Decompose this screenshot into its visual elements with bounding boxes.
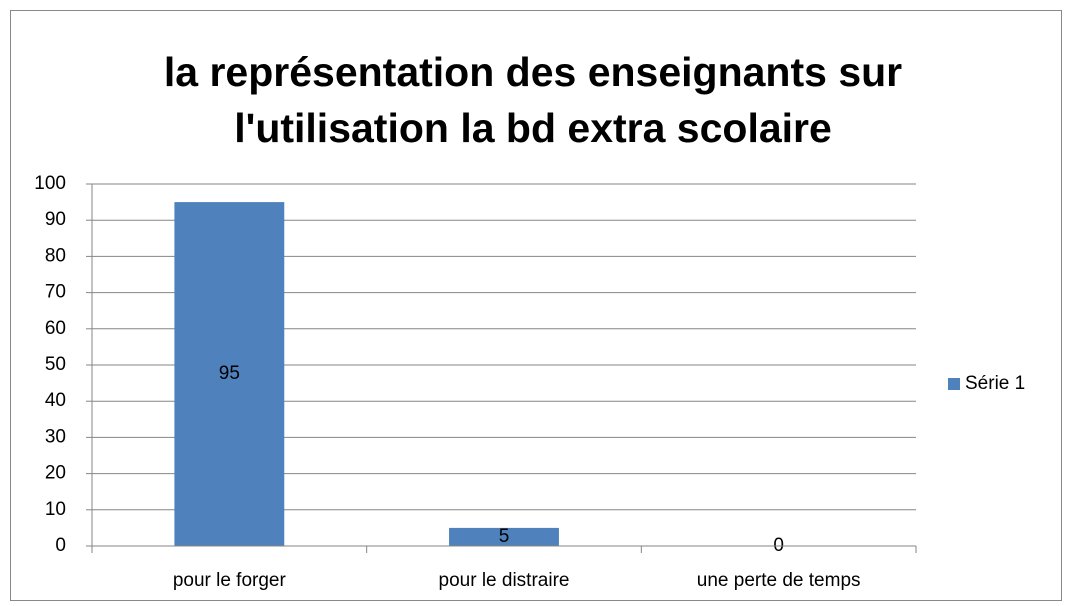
y-tick-label: 90	[45, 209, 66, 230]
data-label: 5	[499, 526, 510, 547]
chart-border	[10, 10, 1062, 601]
chart-title: la représentation des enseignants sur	[164, 49, 902, 95]
x-tick-label: pour le distraire	[439, 570, 570, 591]
bar	[174, 202, 285, 546]
y-tick-label: 50	[45, 354, 66, 375]
y-tick-label: 0	[55, 535, 66, 556]
y-tick-label: 60	[45, 318, 66, 339]
y-tick-label: 80	[45, 245, 66, 266]
y-tick-label: 40	[45, 390, 66, 411]
legend-swatch	[948, 378, 960, 390]
y-tick-label: 100	[34, 173, 66, 194]
legend-label: Série 1	[965, 373, 1025, 394]
x-tick-label: une perte de temps	[697, 570, 861, 591]
x-tick-label: pour le forger	[173, 570, 287, 591]
y-tick-label: 20	[45, 463, 66, 484]
chart-title: l'utilisation la bd extra scolaire	[234, 105, 832, 151]
data-label: 95	[219, 363, 240, 384]
bar	[449, 527, 559, 546]
y-tick-label: 30	[45, 426, 66, 447]
y-tick-label: 10	[45, 499, 66, 520]
y-tick-label: 70	[45, 282, 66, 303]
